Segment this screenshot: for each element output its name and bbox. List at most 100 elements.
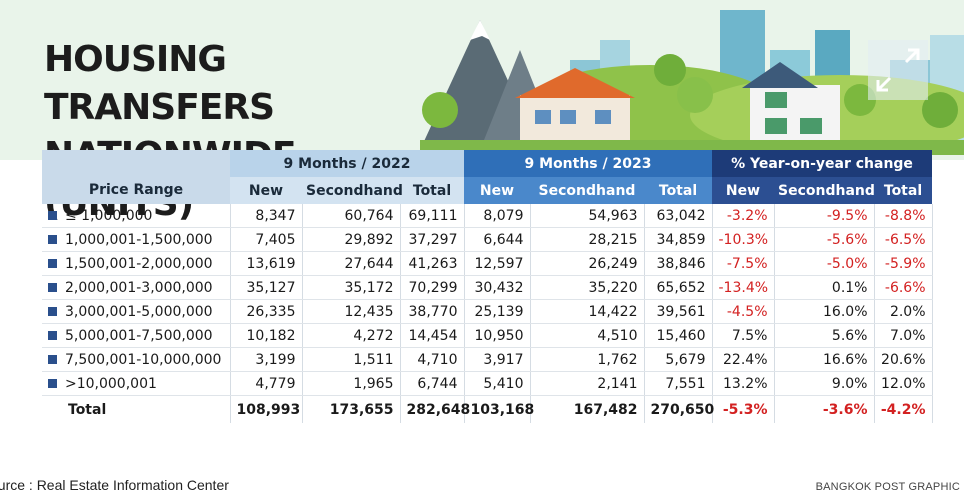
cell-2023-total: 34,859 [644, 227, 713, 252]
cell-2022-secondhand: 60,764 [302, 204, 401, 228]
table-row: 1,000,001-1,500,000 7,405 29,892 37,297 6,64… [42, 227, 933, 252]
cell-yoy-secondhand: 16.6% [774, 347, 875, 372]
price-range-label: 1,500,001-2,000,000 [65, 255, 213, 272]
group-header-2023: 9 Months / 2023 [464, 150, 712, 177]
table-row: 5,000,001-7,500,000 10,182 4,272 14,454 10,9… [42, 323, 933, 348]
price-range-cell: 1,000,001-1,500,000 [42, 227, 231, 252]
price-range-label: ≤ 1,000,000 [65, 207, 153, 224]
cell-2022-new: 3,199 [230, 347, 303, 372]
col-header-2023-total: Total [644, 177, 712, 204]
cell-yoy-total: -6.5% [874, 227, 933, 252]
cell-2022-new: 4,779 [230, 371, 303, 396]
cell-2023-total: 5,679 [644, 347, 713, 372]
bullet-square-icon [48, 379, 57, 388]
col-header-yoy-new: New [712, 177, 774, 204]
cell-2023-new: 30,432 [464, 275, 531, 300]
cell-2022-new: 35,127 [230, 275, 303, 300]
expand-icon[interactable] [868, 40, 928, 100]
cell-2022-total: 38,770 [400, 299, 465, 324]
source-note: ource : Real Estate Information Center [0, 477, 229, 493]
bullet-square-icon [48, 283, 57, 292]
cell-2023-secondhand: 28,215 [530, 227, 645, 252]
cell-2023-new: 10,950 [464, 323, 531, 348]
col-header-2022-secondhand: Secondhand [302, 177, 403, 204]
cell-2022-secondhand: 27,644 [302, 251, 401, 276]
price-range-cell: 3,000,001-5,000,000 [42, 299, 231, 324]
total-yoy-secondhand: -3.6% [774, 395, 875, 423]
col-header-2022-new: New [230, 177, 302, 204]
cell-2022-total: 41,263 [400, 251, 465, 276]
cell-2023-total: 63,042 [644, 204, 713, 228]
bullet-square-icon [48, 307, 57, 316]
cell-yoy-total: -8.8% [874, 204, 933, 228]
table-row: 3,000,001-5,000,000 26,335 12,435 38,770 25,… [42, 299, 933, 324]
table-row: 1,500,001-2,000,000 13,619 27,644 41,263 12,… [42, 251, 933, 276]
total-2023-secondhand: 167,482 [530, 395, 645, 423]
graphic-credit: BANGKOK POST GRAPHIC [815, 481, 960, 493]
cell-yoy-new: -7.5% [712, 251, 775, 276]
cell-yoy-total: 7.0% [874, 323, 933, 348]
price-range-label: >10,000,001 [65, 375, 157, 392]
price-range-label: 7,500,001-10,000,000 [65, 351, 222, 368]
price-range-label: 3,000,001-5,000,000 [65, 303, 213, 320]
col-header-2023-new: New [464, 177, 530, 204]
table-row: 7,500,001-10,000,000 3,199 1,511 4,710 3,917… [42, 347, 933, 372]
cell-yoy-new: 13.2% [712, 371, 775, 396]
table-row: >10,000,001 4,779 1,965 6,744 5,410 2,141 7,55… [42, 371, 933, 396]
cell-2023-total: 65,652 [644, 275, 713, 300]
group-header-row: Price Range 9 Months / 2022 9 Months / 2… [42, 150, 933, 204]
cell-yoy-new: -4.5% [712, 299, 775, 324]
group-header-yoy: % Year-on-year change [712, 150, 933, 177]
cell-yoy-new: 22.4% [712, 347, 775, 372]
cell-yoy-total: 20.6% [874, 347, 933, 372]
cell-2022-new: 10,182 [230, 323, 303, 348]
total-2022-secondhand: 173,655 [302, 395, 401, 423]
cell-2022-total: 69,111 [400, 204, 465, 228]
price-range-header: Price Range [42, 150, 230, 204]
cell-2022-total: 4,710 [400, 347, 465, 372]
cell-2023-new: 8,079 [464, 204, 531, 228]
housing-table-container: Price Range 9 Months / 2022 9 Months / 2… [42, 150, 933, 423]
cell-2023-new: 25,139 [464, 299, 531, 324]
cell-yoy-new: -13.4% [712, 275, 775, 300]
cell-2022-total: 37,297 [400, 227, 465, 252]
cell-2023-total: 15,460 [644, 323, 713, 348]
cell-yoy-secondhand: 0.1% [774, 275, 875, 300]
cell-2023-total: 7,551 [644, 371, 713, 396]
price-range-cell: 5,000,001-7,500,000 [42, 323, 231, 348]
cell-2023-secondhand: 1,762 [530, 347, 645, 372]
cell-2022-new: 7,405 [230, 227, 303, 252]
table-row: ≤ 1,000,000 8,347 60,764 69,111 8,079 54,963 6… [42, 204, 933, 228]
cell-2023-secondhand: 2,141 [530, 371, 645, 396]
price-range-cell: 7,500,001-10,000,000 [42, 347, 231, 372]
bullet-square-icon [48, 235, 57, 244]
bullet-square-icon [48, 211, 57, 220]
cell-2023-secondhand: 4,510 [530, 323, 645, 348]
cell-yoy-new: 7.5% [712, 323, 775, 348]
col-header-2023-secondhand: Secondhand [530, 177, 644, 204]
price-range-cell: 1,500,001-2,000,000 [42, 251, 231, 276]
cell-2022-secondhand: 1,965 [302, 371, 401, 396]
total-2022-new: 108,993 [230, 395, 303, 423]
price-range-label: 2,000,001-3,000,000 [65, 279, 213, 296]
cell-2022-total: 14,454 [400, 323, 465, 348]
cell-yoy-secondhand: -9.5% [774, 204, 875, 228]
cell-2023-secondhand: 14,422 [530, 299, 645, 324]
total-2022-total: 282,648 [400, 395, 470, 423]
cell-2022-secondhand: 4,272 [302, 323, 401, 348]
cell-2023-new: 6,644 [464, 227, 531, 252]
cell-2023-secondhand: 54,963 [530, 204, 645, 228]
cell-yoy-total: -6.6% [874, 275, 933, 300]
price-range-label: 5,000,001-7,500,000 [65, 327, 213, 344]
bullet-square-icon [48, 355, 57, 364]
total-2023-total: 270,650 [644, 395, 714, 423]
cell-2023-secondhand: 35,220 [530, 275, 645, 300]
cell-2022-new: 8,347 [230, 204, 303, 228]
subheader-row: New Secondhand Total New Secondhand Tota… [42, 177, 933, 204]
cell-2022-total: 70,299 [400, 275, 465, 300]
cell-2022-secondhand: 12,435 [302, 299, 401, 324]
title-line-1: HOUSING TRANSFERS [44, 39, 275, 128]
cell-2022-secondhand: 35,172 [302, 275, 401, 300]
table-body: ≤ 1,000,000 8,347 60,764 69,111 8,079 54,963 6… [42, 204, 933, 423]
cell-2022-new: 26,335 [230, 299, 303, 324]
